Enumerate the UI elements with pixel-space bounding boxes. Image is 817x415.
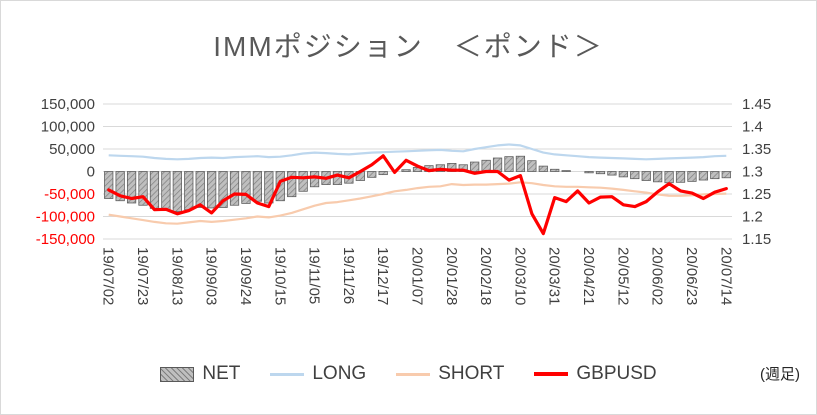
svg-text:0: 0: [87, 164, 95, 181]
legend-item-short: SHORT: [396, 363, 504, 385]
short-line-swatch-icon: [396, 372, 431, 376]
svg-text:-50,000: -50,000: [44, 186, 95, 203]
svg-text:20/04/21: 20/04/21: [580, 247, 597, 305]
svg-text:100,000: 100,000: [41, 119, 95, 136]
svg-text:19/07/23: 19/07/23: [134, 247, 151, 305]
svg-text:20/06/02: 20/06/02: [649, 247, 666, 305]
svg-text:20/05/12: 20/05/12: [614, 247, 631, 305]
svg-text:50,000: 50,000: [49, 141, 95, 158]
timeframe-note: (週足): [760, 366, 800, 383]
gbpusd-line: [107, 154, 728, 236]
chart-title: IMMポジション ＜ポンド＞: [213, 31, 604, 62]
gbpusd-line-swatch-icon: [534, 372, 569, 376]
svg-text:19/12/17: 19/12/17: [374, 247, 391, 305]
svg-text:20/07/14: 20/07/14: [717, 247, 734, 305]
net-bars: [104, 155, 731, 212]
svg-text:19/09/24: 19/09/24: [237, 247, 254, 305]
svg-text:19/08/13: 19/08/13: [168, 247, 185, 305]
long-line-swatch-icon: [270, 372, 305, 376]
svg-text:20/02/18: 20/02/18: [477, 247, 494, 305]
svg-text:20/01/07: 20/01/07: [409, 247, 426, 305]
legend-item-net: NET: [160, 363, 240, 385]
right-axis-labels: 1.45 1.4 1.35 1.3 1.25 1.2 1.15: [742, 96, 771, 248]
svg-text:20/06/23: 20/06/23: [683, 247, 700, 305]
legend-label-net: NET: [202, 363, 241, 384]
svg-text:1.3: 1.3: [742, 164, 763, 181]
svg-text:-100,000: -100,000: [36, 209, 95, 226]
svg-text:1.35: 1.35: [742, 141, 771, 158]
svg-text:19/07/02: 19/07/02: [100, 247, 117, 305]
svg-text:1.4: 1.4: [742, 119, 763, 136]
svg-text:20/03/31: 20/03/31: [546, 247, 563, 305]
svg-text:1.2: 1.2: [742, 209, 763, 226]
long-line: [108, 143, 727, 161]
x-axis-labels: 19/07/02 19/07/23 19/08/13 19/09/03 19/09/24…: [100, 247, 735, 305]
svg-text:20/01/28: 20/01/28: [443, 247, 460, 305]
chart-legend: NET LONG SHORT GBPUSD: [1, 359, 816, 389]
legend-item-gbpusd: GBPUSD: [534, 363, 657, 385]
svg-text:1.15: 1.15: [742, 231, 771, 248]
svg-text:19/11/05: 19/11/05: [306, 247, 323, 304]
short-line: [108, 181, 727, 225]
svg-text:19/11/26: 19/11/26: [340, 247, 357, 304]
svg-text:19/10/15: 19/10/15: [271, 247, 288, 305]
net-bar-swatch-icon: [160, 366, 195, 382]
svg-text:20/03/10: 20/03/10: [511, 247, 528, 305]
legend-label-short: SHORT: [438, 363, 505, 384]
svg-text:19/09/03: 19/09/03: [203, 247, 220, 305]
svg-text:150,000: 150,000: [41, 96, 95, 113]
left-axis-labels: 150,000 100,000 50,000 0 -50,000 -100,000 -150…: [36, 96, 95, 248]
legend-item-long: LONG: [270, 363, 366, 385]
svg-text:1.25: 1.25: [742, 186, 771, 203]
svg-text:1.45: 1.45: [742, 96, 771, 113]
svg-text:-150,000: -150,000: [36, 231, 95, 248]
legend-label-gbpusd: GBPUSD: [576, 363, 657, 384]
legend-label-long: LONG: [312, 363, 367, 384]
